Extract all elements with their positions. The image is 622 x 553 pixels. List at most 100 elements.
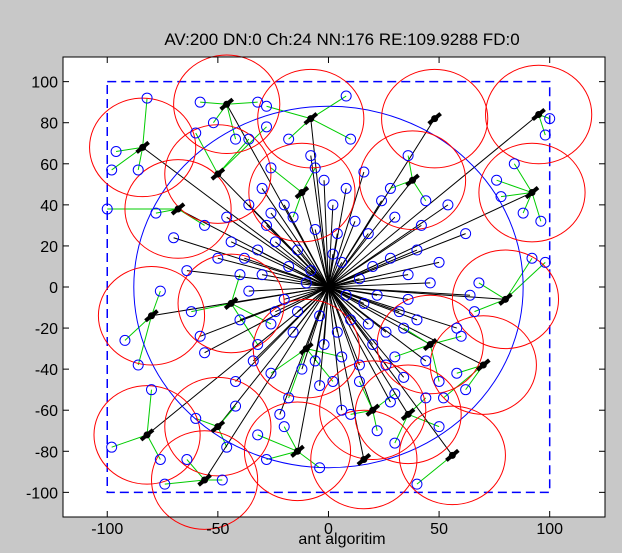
sensor-node [194,96,206,108]
sensor-node [106,441,118,453]
sensor-node [132,164,144,176]
sensor-node [327,375,339,387]
cluster-head-dot [409,176,417,184]
cluster-head [427,112,442,126]
cluster-head [498,292,513,306]
sensor-node [261,454,273,465]
sensor-node [199,347,211,359]
direct-link [327,204,334,288]
sensor-node [265,162,277,174]
cluster-head [422,337,438,352]
direct-link [323,180,329,288]
cluster-head-dot [431,115,439,123]
sensor-node [265,207,277,219]
cluster-head [294,185,310,200]
cluster-head [139,428,155,442]
sensor-node [327,248,339,260]
member-link [270,167,303,193]
member-link [266,105,311,120]
cluster-head-dot [528,189,536,197]
sensor-node [314,380,326,392]
sensor-node [362,318,374,330]
ch-sink-link [328,286,484,366]
member-link [230,303,259,345]
direct-link [314,229,329,288]
member-link [195,417,219,428]
sensor-node [384,396,396,408]
coverage-circle [133,105,524,469]
direct-link [283,204,329,288]
cluster-range-circle [252,298,360,399]
member-link [116,146,143,152]
y-tick-label: 20 [40,239,58,256]
sensor-node [508,158,520,170]
direct-link [173,237,329,288]
cluster-head [303,112,319,126]
sensor-node [243,199,255,211]
sensor-node [106,164,118,176]
cluster-head-dot [201,476,209,484]
cluster-range-circle [429,315,537,415]
cluster-range-circle [89,97,197,198]
sensor-node [190,412,202,424]
cluster-head [445,448,460,462]
cluster-head-dot [214,423,222,431]
sensor-node [145,384,157,396]
cluster-range-circle [485,64,593,165]
sensor-node [345,314,357,326]
sensor-node [491,174,503,186]
sensor-node [376,195,388,207]
direct-link [327,286,338,333]
cluster-head [223,296,239,310]
cluster-head-dot [479,361,487,369]
sensor-node [261,121,273,133]
sensor-node [216,474,228,486]
sensor-node [442,199,454,211]
sensor-node [468,306,480,318]
cluster-head [210,420,226,434]
sensor-node [340,289,352,301]
y-tick-label: -60 [35,403,58,420]
y-tick-label: -100 [26,485,58,502]
sensor-node [234,269,246,281]
sensor-node [411,314,423,326]
direct-link [327,286,343,411]
direct-link [328,286,427,362]
sensor-node [451,322,463,334]
member-link [146,389,152,435]
cluster-head-dot [369,406,377,414]
member-link [111,434,148,448]
member-link [151,290,161,316]
sensor-node [110,145,122,157]
sensor-node [384,182,396,194]
sensor-node [415,219,427,231]
y-tick-label: 0 [49,280,58,297]
ch-sink-link [310,118,329,288]
member-link [217,426,228,448]
member-link [513,163,533,193]
member-link [412,179,427,202]
sensor-node [101,203,113,215]
cluster-head-dot [223,100,231,108]
member-link [137,147,144,171]
cluster-head [476,358,491,372]
sensor-node [274,408,286,420]
sensor-node [207,117,219,129]
sensor-node [420,355,432,367]
sensor-node [287,211,299,223]
sensor-node [460,384,472,396]
direct-link [288,266,329,288]
cluster-head-dot [214,170,222,178]
member-link [407,413,440,428]
sensor-node [199,219,211,231]
sensor-node [460,228,472,240]
sensor-node [539,129,551,141]
direct-link [328,221,356,288]
cluster-head-dot [404,410,412,418]
sensor-node [154,285,166,297]
direct-link [230,241,329,288]
sensor-node [327,199,339,211]
sensor-node [119,334,131,346]
direct-link [328,204,449,288]
